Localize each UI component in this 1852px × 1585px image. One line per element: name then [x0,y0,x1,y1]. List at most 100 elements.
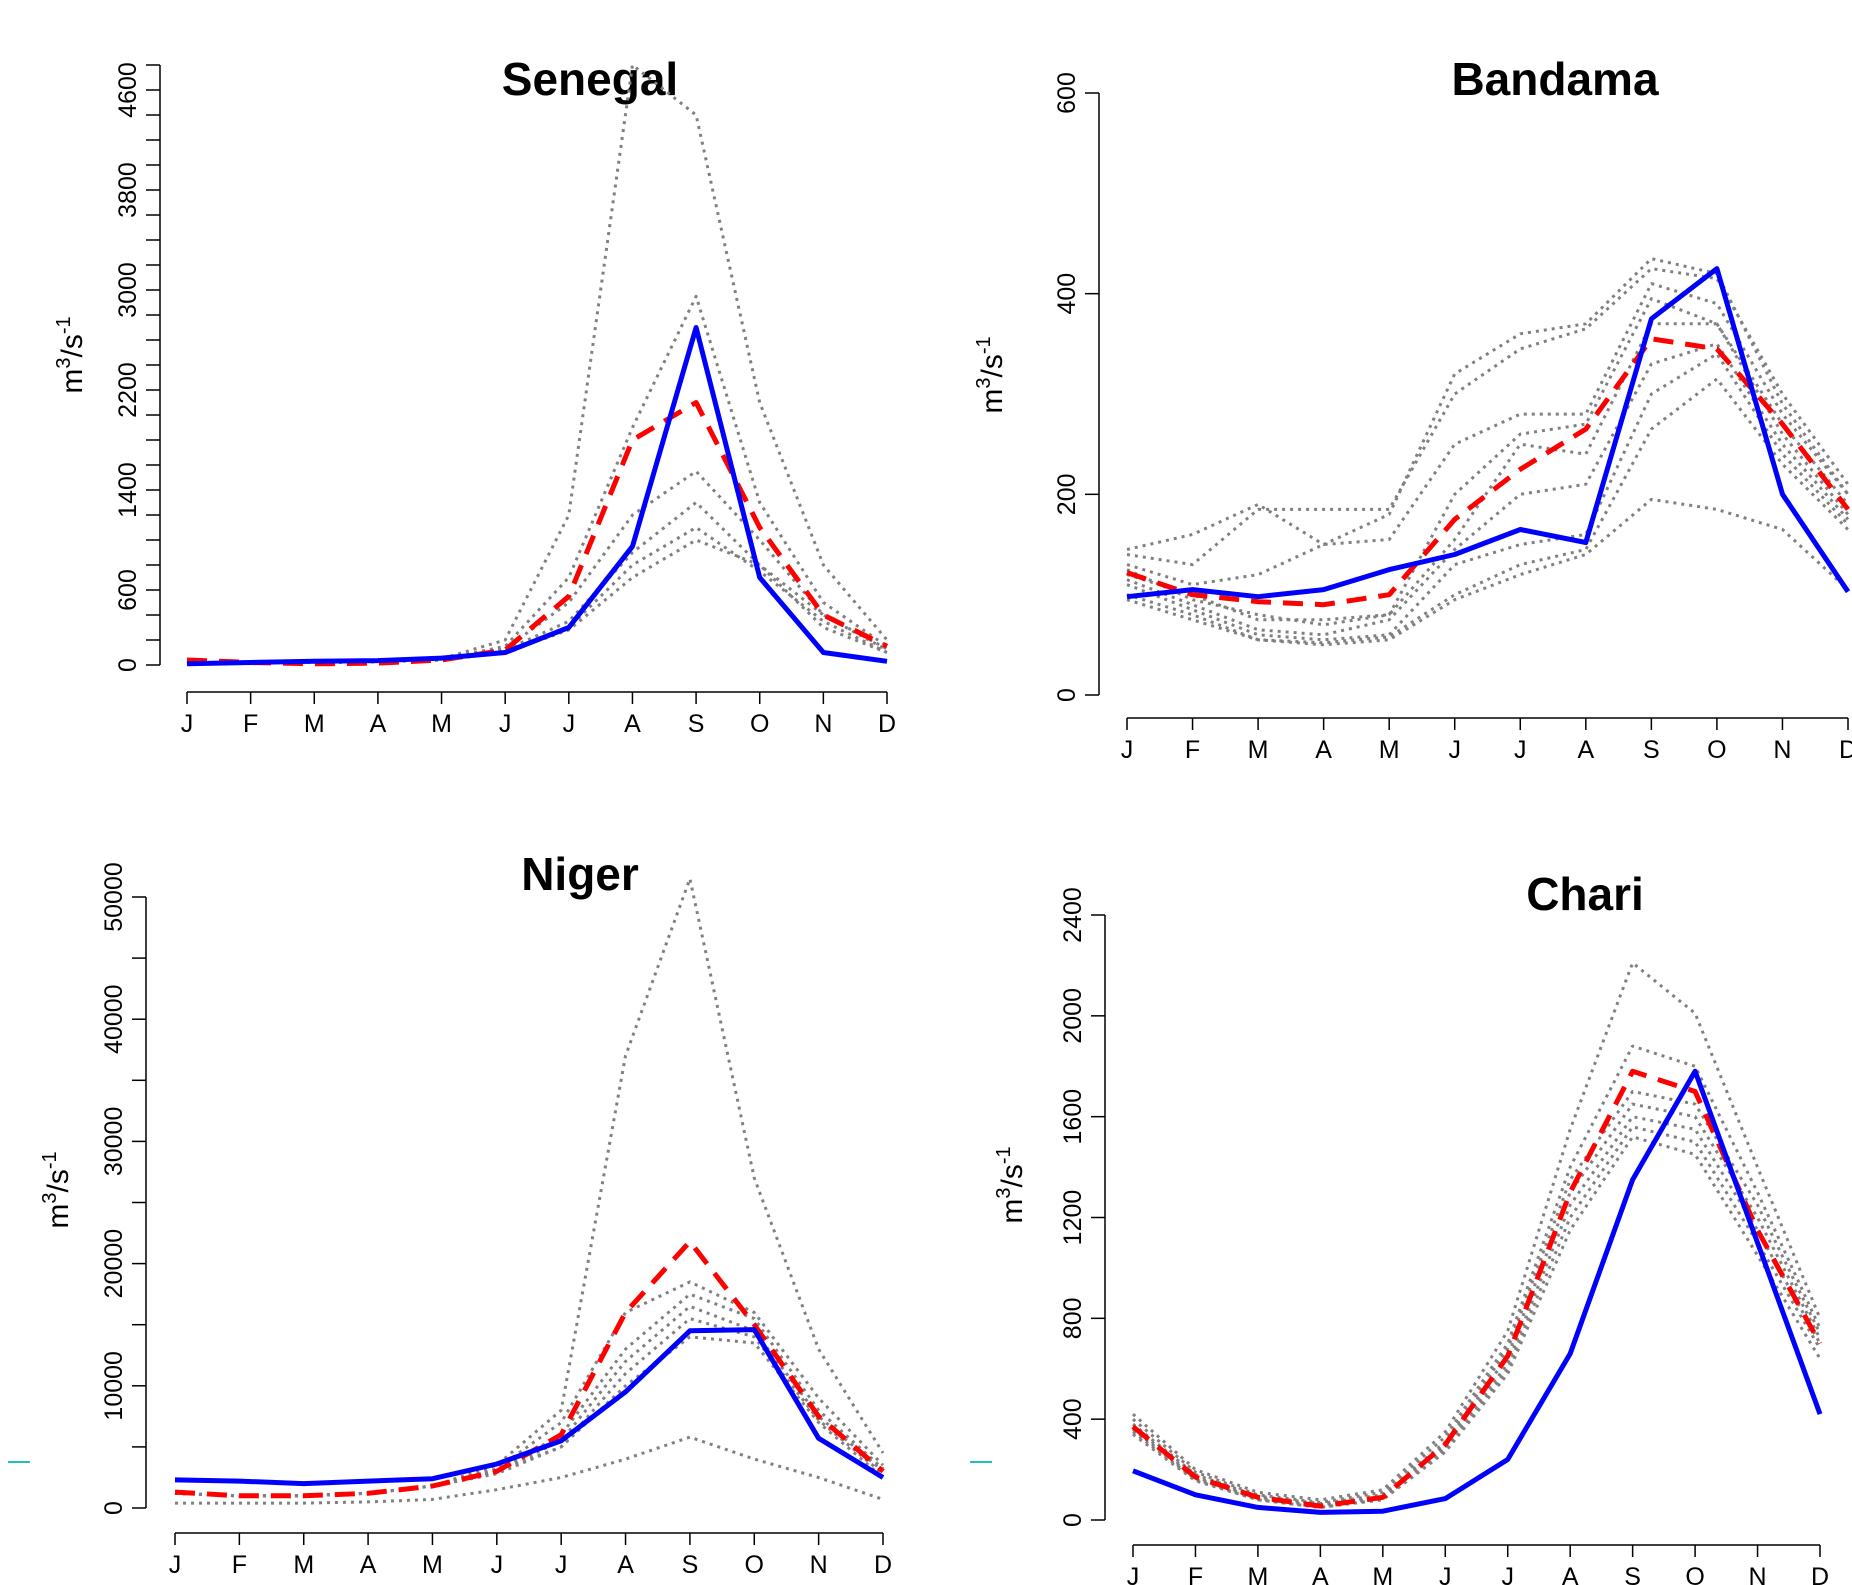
y-tick-label: 1600 [1059,1089,1087,1145]
x-tick-label: M [1372,1563,1393,1585]
panel-chari: Chari 0 400 800 1200 1600 2000 2400 m3/s-1 J F M A M J… [993,868,1829,1585]
x-tick-label: A [1315,736,1332,764]
x-tick-label: J [1439,1563,1452,1585]
x-tick-label: S [682,1551,699,1579]
observed-line [186,325,888,667]
ensemble-member-line [1126,342,1850,637]
y-tick-label: 0 [114,658,142,672]
y-tick-label: 800 [1059,1297,1087,1339]
x-tick-label: A [617,1551,634,1579]
y-tick-label: 1400 [114,462,142,518]
x-tick-label: A [370,710,387,738]
y-axis-label: m3/s-1 [993,1146,1029,1223]
x-tick-label: D [874,1551,892,1579]
y-tick-label: 4600 [114,62,142,118]
y-axis-label-superscript: -1 [993,1146,1015,1164]
ensemble-member-line [1126,377,1850,645]
observed-line [1132,1068,1823,1515]
x-tick-label: F [232,1551,247,1579]
x-tick-label: A [1562,1563,1579,1585]
y-tick-label: 0 [1059,1513,1087,1527]
panel-senegal: Senegal 0 600 1400 2200 3000 3800 4600 m3/s-1 J F M… [53,53,896,738]
x-tick-label: S [688,710,705,738]
x-tick-label: J [491,1551,504,1579]
y-axis-label: m3/s-1 [973,336,1009,413]
x-tick-label: F [243,710,258,738]
y-axis-label-superscript: 3 [53,358,75,369]
panel-title: Senegal [502,53,678,105]
ensemble-member-line [187,501,888,664]
x-tick-label: O [1685,1563,1704,1585]
x-tick-label: M [1247,1563,1268,1585]
observed-line [1126,266,1851,600]
y-tick-label: 20000 [100,1229,128,1299]
x-tick-label: A [624,710,641,738]
ensemble-mean-line [186,400,889,667]
panel-title: Bandama [1451,53,1658,105]
y-tick-label: 2000 [1059,988,1087,1044]
x-tick-label: A [360,1551,377,1579]
x-tick-label: A [1577,736,1594,764]
ensemble-member-line [174,1304,884,1498]
ensemble-member-line [1132,961,1822,1502]
x-tick-label: D [1839,736,1852,764]
x-tick-label: J [1448,736,1461,764]
x-tick-label: N [810,1551,828,1579]
x-tick-label: D [1811,1563,1829,1585]
x-tick-label: J [555,1551,568,1579]
x-tick-label: O [750,710,769,738]
x-tick-label: J [1127,1563,1140,1585]
y-axis-label-text: m [56,369,89,394]
ensemble-member-line [1126,267,1850,567]
ensemble-member-line [1132,1135,1822,1509]
y-axis-label-text: /s [976,354,1009,377]
y-tick-label: 3800 [114,162,142,218]
y-tick-label: 400 [1059,1398,1087,1440]
x-tick-label: F [1188,1563,1203,1585]
y-axis-label-text: m [42,1204,75,1229]
y-tick-label: 10000 [100,1351,128,1421]
y-axis-label: m3/s-1 [53,316,89,393]
ensemble-member-line [187,63,889,664]
y-axis-label-superscript: 3 [993,1188,1015,1199]
ensemble-member-line [174,1317,884,1498]
y-axis-label-superscript: -1 [39,1151,61,1169]
ensemble-mean-line [1126,336,1850,608]
ensemble-member-line [174,1292,885,1498]
ensemble-member-line [1126,352,1850,642]
x-tick-label: D [878,710,896,738]
x-tick-label: N [1773,736,1791,764]
panel-title: Niger [521,848,639,900]
y-tick-label: 600 [1053,72,1081,114]
x-tick-label: M [431,710,452,738]
y-axis-label-text: /s [996,1164,1029,1187]
y-tick-label: 600 [114,569,142,611]
ensemble-member-line [1132,1044,1822,1504]
y-axis-label-superscript: -1 [53,316,75,334]
x-tick-label: F [1185,736,1200,764]
x-tick-label: O [1707,736,1726,764]
x-tick-label: M [1379,736,1400,764]
y-tick-label: 200 [1053,473,1081,515]
ensemble-member-line [1126,322,1850,622]
ensemble-member-line [187,469,888,664]
x-tick-label: S [1624,1563,1641,1585]
y-axis-label-text: /s [56,334,89,357]
y-tick-label: 0 [100,1501,128,1515]
y-tick-label: 30000 [100,1107,128,1177]
x-tick-label: J [181,710,194,738]
y-tick-label: 2200 [114,362,142,418]
y-tick-label: 1200 [1059,1190,1087,1246]
x-tick-label: M [304,710,325,738]
x-tick-label: N [1749,1563,1767,1585]
y-tick-label: 50000 [100,862,128,932]
x-tick-label: J [1514,736,1527,764]
ensemble-member-line [1132,1125,1822,1509]
x-tick-label: J [169,1551,182,1579]
y-tick-label: 40000 [100,984,128,1054]
y-axis-label-text: /s [42,1169,75,1192]
x-tick-label: M [293,1551,314,1579]
ensemble-member-line [1132,1115,1822,1508]
ensemble-member-line [1126,297,1850,627]
